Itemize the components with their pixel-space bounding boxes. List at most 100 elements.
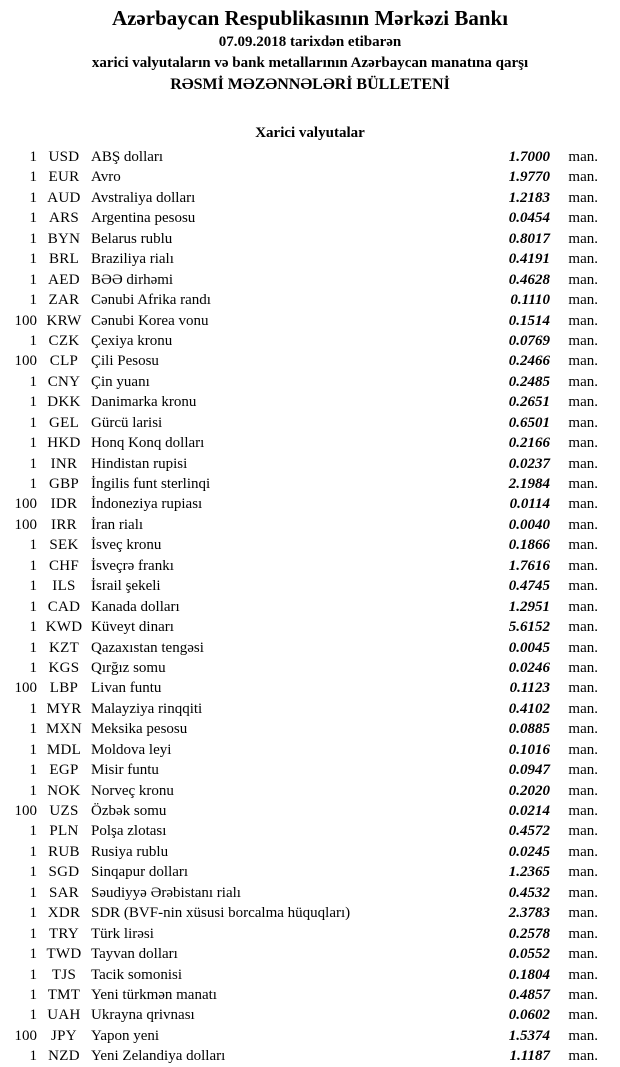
quantity-cell: 1 (29, 373, 38, 390)
rate-row-UZS: 100 UZS Özbək somu 0.0214 man. (0, 801, 620, 821)
currency-name-cell: Yeni Zelandiya dolları (91, 1048, 226, 1065)
currency-name-cell: Argentina pesosu (91, 210, 196, 227)
rate-value-cell: 0.0246 (508, 659, 550, 676)
rate-value-cell: 5.6152 (508, 619, 550, 636)
currency-code-cell: CAD (47, 598, 81, 615)
rate-value-cell: 1.7616 (508, 557, 550, 574)
rate-value-cell: 0.2485 (508, 373, 550, 390)
rate-row-IRR: 100 IRR İran rialı 0.0040 man. (0, 515, 620, 535)
unit-label-cell: man. (568, 312, 598, 329)
unit-label-cell: man. (568, 414, 598, 431)
rate-value-cell: 1.5374 (508, 1027, 550, 1044)
currency-code-cell: NZD (48, 1048, 80, 1065)
quantity-cell: 1 (29, 782, 38, 799)
currency-code-cell: KRW (46, 312, 82, 329)
rate-row-USD: 1 USD ABŞ dolları 1.7000 man. (0, 147, 620, 167)
rate-row-IDR: 100 IDR İndoneziya rupiası 0.0114 man. (0, 494, 620, 514)
unit-label-cell: man. (568, 986, 598, 1003)
rate-row-BYN: 1 BYN Belarus rublu 0.8017 man. (0, 229, 620, 249)
unit-label-cell: man. (568, 149, 598, 165)
quantity-cell: 1 (29, 251, 38, 268)
currency-code-cell: PLN (49, 823, 79, 840)
rate-value-cell: 0.4628 (508, 271, 550, 288)
rate-value-cell: 0.4745 (508, 578, 550, 595)
currency-name-cell: Özbək somu (91, 803, 167, 819)
unit-label-cell: man. (568, 741, 598, 758)
currency-code-cell: MYR (46, 700, 82, 717)
currency-name-cell: Cənubi Korea vonu (91, 312, 209, 329)
currency-name-cell: İsveç kronu (91, 537, 162, 554)
quantity-cell: 1 (29, 905, 38, 922)
currency-name-cell: Cənubi Afrika randı (91, 292, 211, 309)
rate-value-cell: 0.8017 (508, 230, 550, 247)
unit-label-cell: man. (568, 598, 598, 615)
currency-code-cell: KZT (48, 639, 80, 656)
rate-value-cell: 0.2020 (508, 782, 550, 799)
currency-name-cell: İndoneziya rupiası (91, 496, 203, 513)
unit-label-cell: man. (568, 721, 598, 738)
currency-code-cell: EUR (48, 169, 80, 186)
rate-value-cell: 0.2651 (508, 394, 550, 411)
unit-label-cell: man. (568, 782, 598, 799)
currency-name-cell: Tayvan dolları (91, 946, 178, 963)
currency-name-cell: Danimarka kronu (91, 394, 197, 411)
rate-row-AUD: 1 AUD Avstraliya dolları 1.2183 man. (0, 188, 620, 208)
rate-row-KRW: 100 KRW Cənubi Korea vonu 0.1514 man. (0, 311, 620, 331)
rate-value-cell: 0.0454 (508, 210, 550, 227)
currency-name-cell: Avro (91, 169, 121, 186)
rate-value-cell: 1.2365 (508, 864, 550, 881)
unit-label-cell: man. (568, 946, 598, 963)
unit-label-cell: man. (568, 251, 598, 268)
rates-table: 1 USD ABŞ dolları 1.7000 man. 1 EUR Avro 1.9770 m… (0, 147, 620, 1067)
currency-name-cell: İngilis funt sterlinqi (91, 476, 211, 492)
rate-row-DKK: 1 DKK Danimarka kronu 0.2651 man. (0, 392, 620, 412)
rate-row-MXN: 1 MXN Meksika pesosu 0.0885 man. (0, 719, 620, 739)
currency-name-cell: İran rialı (91, 516, 144, 533)
currency-code-cell: JPY (51, 1027, 77, 1044)
currency-code-cell: MXN (46, 721, 82, 738)
currency-name-cell: Moldova leyi (91, 741, 172, 758)
unit-label-cell: man. (568, 659, 598, 676)
rate-row-JPY: 100 JPY Yapon yeni 1.5374 man. (0, 1026, 620, 1046)
rate-row-EGP: 1 EGP Misir funtu 0.0947 man. (0, 760, 620, 780)
quantity-cell: 1 (29, 455, 38, 472)
quantity-cell: 1 (29, 149, 38, 165)
rate-value-cell: 0.1804 (508, 966, 550, 983)
currency-code-cell: GEL (48, 414, 80, 431)
quantity-cell: 100 (14, 803, 38, 819)
currency-code-cell: AUD (47, 189, 81, 206)
rate-row-CAD: 1 CAD Kanada dolları 1.2951 man. (0, 597, 620, 617)
quantity-cell: 1 (29, 741, 38, 758)
quantity-cell: 100 (14, 516, 38, 533)
bulletin-title: RƏSMİ MƏZƏNNƏLƏRİ BÜLLETENİ (170, 76, 450, 93)
currency-code-cell: NOK (47, 782, 81, 799)
rate-value-cell: 0.0237 (508, 455, 550, 472)
unit-label-cell: man. (568, 966, 598, 983)
rate-value-cell: 0.0769 (508, 332, 550, 349)
rate-row-CLP: 100 CLP Çili Pesosu 0.2466 man. (0, 351, 620, 371)
currency-code-cell: IDR (50, 496, 78, 513)
rate-value-cell: 0.0245 (508, 843, 550, 860)
currency-name-cell: Ukrayna qrivnası (91, 1007, 195, 1024)
rate-value-cell: 0.6501 (508, 414, 550, 431)
rate-value-cell: 0.1866 (508, 537, 550, 554)
quantity-cell: 100 (14, 680, 38, 697)
bank-name: Azərbaycan Respublikasının Mərkəzi Bankı (111, 6, 509, 30)
currency-name-cell: Yapon yeni (91, 1027, 160, 1044)
rate-row-PLN: 1 PLN Polşa zlotası 0.4572 man. (0, 821, 620, 841)
currency-name-cell: ABŞ dolları (91, 149, 164, 165)
rate-value-cell: 0.4191 (508, 251, 550, 268)
currency-code-cell: HKD (47, 435, 81, 452)
rate-value-cell: 0.2578 (508, 925, 550, 942)
currency-name-cell: Avstraliya dolları (91, 189, 196, 206)
currency-name-cell: Meksika pesosu (91, 721, 188, 738)
rate-row-TWD: 1 TWD Tayvan dolları 0.0552 man. (0, 944, 620, 964)
quantity-cell: 1 (29, 986, 38, 1003)
currency-code-cell: AED (48, 271, 80, 288)
unit-label-cell: man. (568, 332, 598, 349)
unit-label-cell: man. (568, 1027, 598, 1044)
rate-value-cell: 0.1514 (508, 312, 550, 329)
quantity-cell: 1 (29, 435, 38, 452)
currency-code-cell: SAR (48, 884, 80, 901)
currency-name-cell: İsrail şekeli (91, 578, 161, 595)
